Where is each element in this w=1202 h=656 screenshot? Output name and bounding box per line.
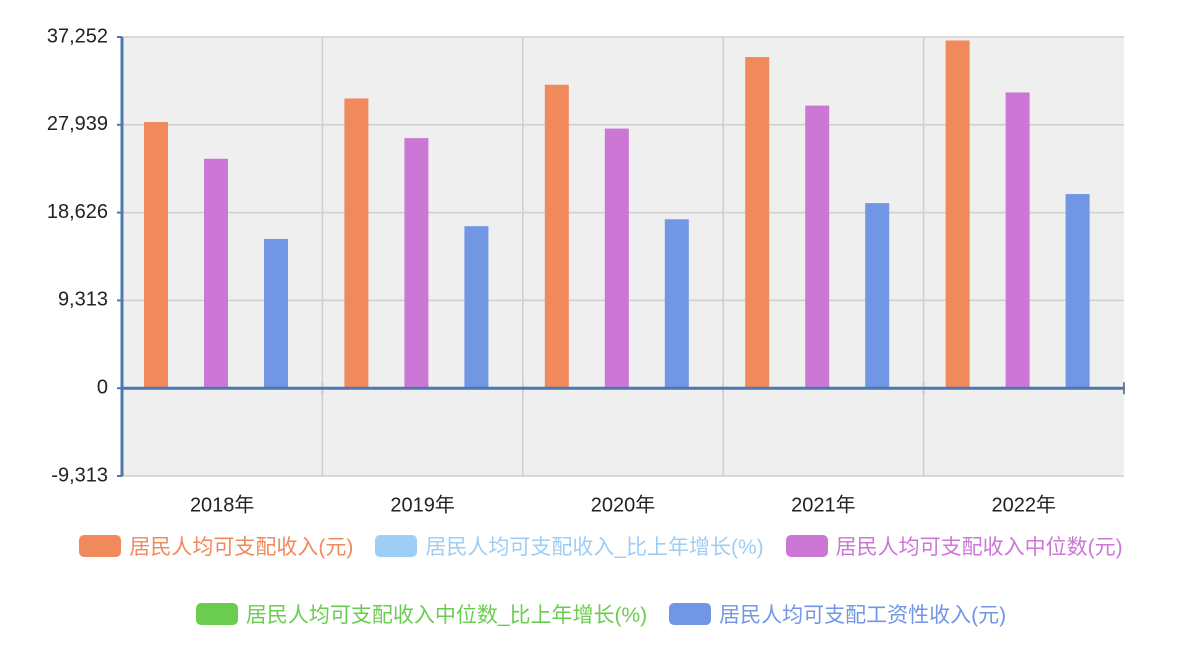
legend: 居民人均可支配收入(元) 居民人均可支配收入_比上年增长(%) 居民人均可支配收入中… (0, 532, 1202, 628)
y-tick-label: 9,313 (58, 289, 108, 311)
y-tick-label: 18,626 (47, 201, 108, 223)
bar (544, 84, 569, 389)
legend-item[interactable]: 居民人均可支配收入(元) (79, 532, 353, 560)
x-tick-label: 2018年 (190, 493, 255, 516)
chart: -9,313 0 9,313 18,626 27,939 37,252 2018年 2019年… (47, 25, 1125, 516)
y-tick-label: 0 (97, 376, 108, 398)
legend-swatch (79, 535, 122, 557)
y-tick-label: 37,252 (47, 25, 108, 47)
legend-swatch (195, 603, 238, 625)
legend-item[interactable]: 居民人均可支配收入中位数_比上年增长(%) (195, 600, 648, 628)
legend-swatch (669, 603, 712, 625)
bar (1065, 194, 1090, 389)
legend-label: 居民人均可支配工资性收入(元) (719, 604, 1007, 627)
legend-label: 居民人均可支配收入中位数_比上年增长(%) (245, 604, 648, 627)
bar (945, 40, 970, 389)
bar (144, 122, 168, 389)
legend-swatch (375, 535, 418, 557)
bar (745, 57, 770, 389)
x-tick-label: 2020年 (591, 493, 656, 516)
bar (604, 128, 629, 389)
legend-label: 居民人均可支配收入(元) (129, 536, 354, 559)
legend-item[interactable]: 居民人均可支配收入_比上年增长(%) (375, 532, 764, 560)
bar (404, 138, 429, 389)
bar (865, 203, 890, 389)
legend-item[interactable]: 居民人均可支配收入中位数(元) (785, 532, 1123, 560)
bar (264, 238, 288, 389)
x-tick-label: 2022年 (992, 493, 1057, 516)
legend-item[interactable]: 居民人均可支配工资性收入(元) (669, 600, 1006, 628)
x-tick-label: 2019年 (390, 493, 455, 516)
bar (1005, 92, 1030, 389)
bar (344, 98, 369, 389)
legend-label: 居民人均可支配收入_比上年增长(%) (425, 536, 764, 559)
bar (805, 105, 830, 389)
x-tick-label: 2021年 (791, 493, 856, 516)
y-tick-label: 27,939 (47, 113, 108, 135)
bar (664, 219, 689, 389)
y-tick-label: -9,313 (51, 464, 108, 486)
legend-label: 居民人均可支配收入中位数(元) (835, 536, 1123, 559)
legend-swatch (785, 535, 828, 557)
bar (464, 226, 489, 389)
bar (204, 158, 228, 389)
